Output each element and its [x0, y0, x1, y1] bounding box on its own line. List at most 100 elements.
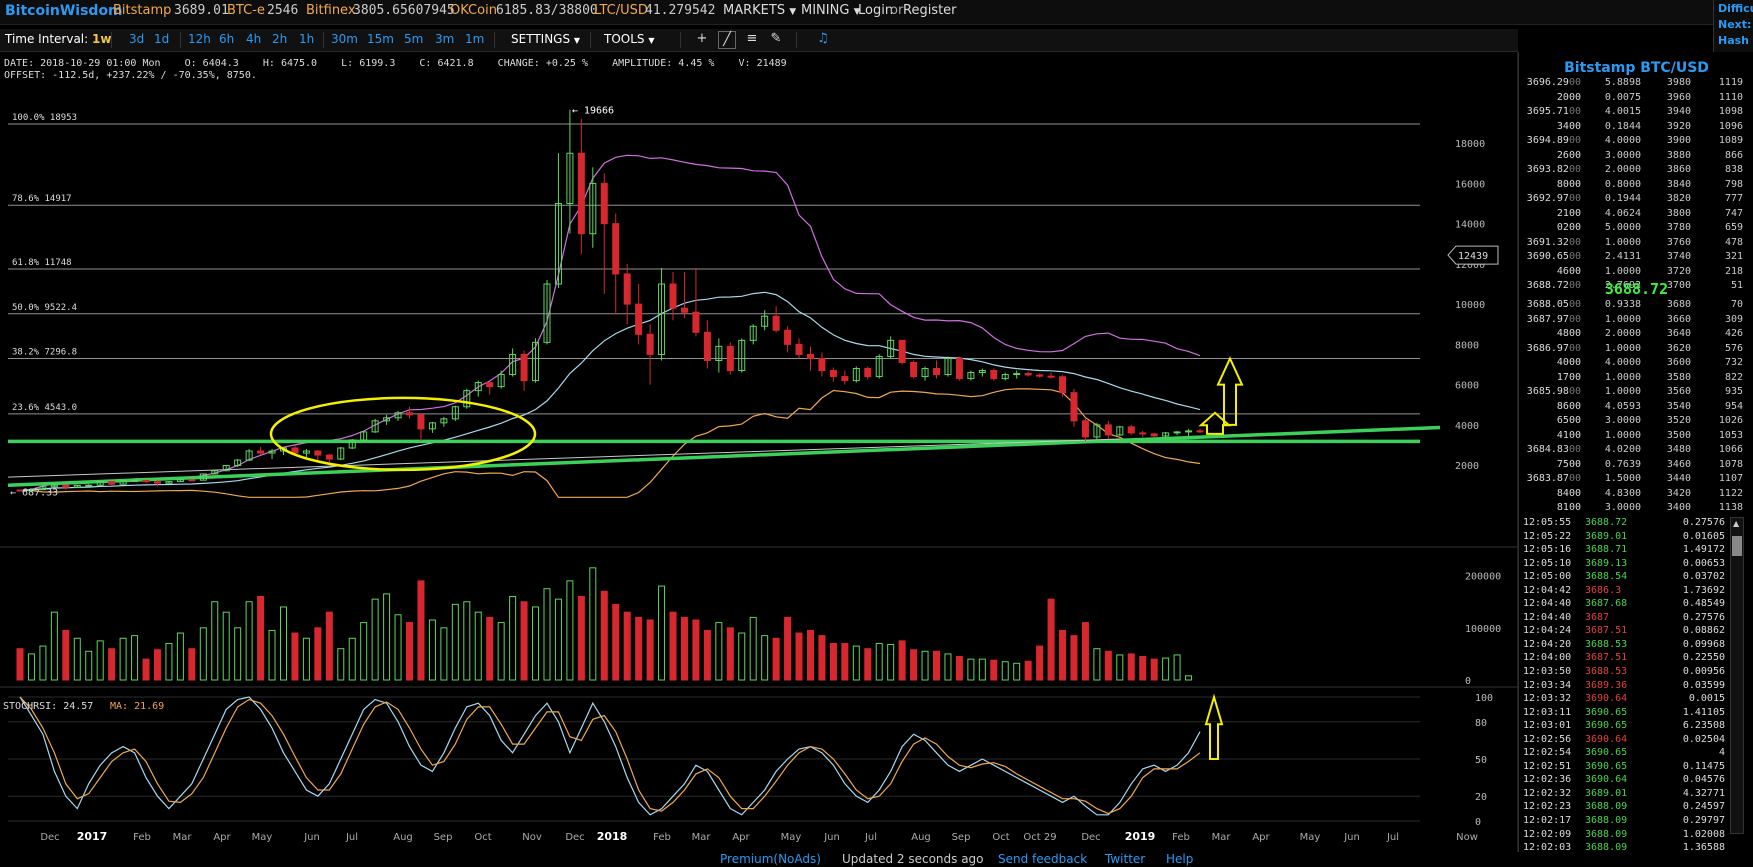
interval-1w[interactable]: 1w	[92, 32, 112, 46]
scroll-up-icon[interactable]: ▲	[1733, 519, 1740, 528]
candle-body	[910, 361, 918, 378]
trade-amount: 4.32771	[1682, 787, 1725, 799]
horizontal-lines-icon[interactable]: ≡	[746, 31, 758, 46]
bell-icon[interactable]: ♫	[817, 31, 829, 46]
depth-sum: 838	[1724, 164, 1743, 175]
ticker-exchange-bitfinex[interactable]: Bitfinex	[306, 3, 356, 18]
bollinger-lower	[19, 388, 1201, 498]
candle-body	[50, 484, 58, 488]
volume-bar	[554, 598, 562, 681]
depth-price: 3880	[1666, 149, 1691, 161]
volume-bar	[406, 622, 414, 681]
price-tick: 8000	[1455, 340, 1479, 351]
interval-3d[interactable]: 3d	[129, 32, 145, 46]
volume-bar	[165, 642, 173, 681]
ask-row: 3693.8200 2.0000 3860 838	[1523, 163, 1748, 178]
candle-body	[188, 479, 196, 482]
ticker-price-bitstamp: 3689.01	[174, 3, 229, 18]
depth-sum: 70	[1730, 299, 1743, 310]
depth-price: 3860	[1666, 164, 1691, 175]
interval-30m[interactable]: 30m	[331, 32, 358, 46]
ticker-exchange-okcoin[interactable]: OKCoin	[450, 3, 497, 18]
trade-amount: 0.00956	[1682, 666, 1725, 678]
trade-time: 12:04:40	[1523, 611, 1572, 623]
candle-body	[302, 450, 310, 454]
settings-menu[interactable]: SETTINGS ▼	[511, 32, 580, 46]
trade-amount: 0.03599	[1682, 679, 1725, 691]
trade-time: 12:02:36	[1523, 774, 1572, 786]
depth-price: 3740	[1666, 251, 1691, 262]
interval-4h[interactable]: 4h	[246, 32, 262, 46]
volume-bar	[955, 656, 963, 681]
ticker-exchange-ltcusd[interactable]: LTC/USD	[594, 3, 648, 18]
interval-2h[interactable]: 2h	[272, 32, 288, 46]
volume-tick: 100000	[1465, 624, 1501, 635]
interval-1m[interactable]: 1m	[465, 32, 485, 46]
x-axis-label: Jul	[1386, 832, 1399, 843]
pen-icon[interactable]: ✎	[770, 31, 782, 46]
ticker-exchange-bitstamp[interactable]: Bitstamp	[113, 3, 172, 18]
line-icon[interactable]: ╱	[718, 31, 736, 49]
candle-body	[451, 406, 459, 420]
volume-bar	[176, 632, 184, 681]
candle-body	[394, 412, 402, 419]
candle-info-line1: DATE: 2018-10-29 01:00 Mon O: 6404.3 H: …	[4, 58, 787, 69]
order-price: 4100	[1556, 429, 1581, 441]
candle-body	[887, 339, 895, 357]
help-link[interactable]: Help	[1166, 852, 1194, 866]
candle-body	[176, 479, 184, 483]
candle-body	[658, 283, 666, 355]
volume-bar	[1024, 660, 1032, 681]
interval-5m[interactable]: 5m	[404, 32, 424, 46]
interval-12h[interactable]: 12h	[188, 32, 211, 46]
interval-6h[interactable]: 6h	[219, 32, 235, 46]
stoch-up-arrow-annotation	[1204, 693, 1224, 760]
login-link[interactable]: Login	[858, 3, 894, 18]
register-link[interactable]: Register	[903, 3, 957, 18]
ticker-exchange-btce[interactable]: BTC-e	[227, 3, 265, 18]
feedback-link[interactable]: Send feedback	[998, 852, 1088, 866]
trade-row: 12:04:42 3686.3 1.73692	[1523, 584, 1733, 598]
tools-menu[interactable]: TOOLS ▼	[604, 32, 655, 46]
order-book-title[interactable]: Bitstamp BTC/USD	[1564, 60, 1709, 76]
order-amount: 4.8300	[1604, 487, 1641, 499]
high-label: ← 19666	[572, 106, 614, 117]
x-axis-label: Apr	[1252, 832, 1270, 843]
crosshair-icon[interactable]: +	[696, 31, 708, 46]
candle-body	[486, 382, 494, 388]
trade-price: 3689.13	[1585, 557, 1628, 569]
interval-1d[interactable]: 1d	[154, 32, 170, 46]
scroll-thumb[interactable]	[1732, 536, 1742, 556]
order-price: 3695.7100	[1526, 106, 1581, 117]
volume-bar	[1047, 598, 1055, 681]
brand-logo[interactable]: BitcoinWisdom	[5, 3, 123, 19]
order-amount: 1.0000	[1604, 265, 1641, 277]
trade-time: 12:05:22	[1523, 530, 1572, 542]
premium-link[interactable]: Premium(NoAds)	[720, 852, 821, 866]
markets-menu[interactable]: MARKETS ▼	[723, 3, 796, 18]
order-price: 3687.9700	[1526, 313, 1581, 325]
trade-row: 12:03:32 3690.64 0.0015	[1523, 692, 1733, 706]
volume-bar	[1162, 657, 1170, 681]
trade-row: 12:05:55 3688.72 0.27576	[1523, 516, 1733, 530]
depth-sum: 866	[1724, 149, 1743, 161]
order-price: 2600	[1556, 149, 1581, 161]
trade-amount: 0.22550	[1682, 652, 1725, 664]
interval-3m[interactable]: 3m	[435, 32, 455, 46]
twitter-link[interactable]: Twitter	[1105, 852, 1146, 866]
order-price: 3685.9800	[1526, 386, 1581, 397]
volume-bar	[600, 590, 608, 681]
trade-amount: 0.09968	[1682, 638, 1725, 650]
mining-menu[interactable]: MINING ▼	[801, 3, 860, 18]
volume-bar	[784, 616, 792, 681]
volume-bar	[222, 611, 230, 681]
trade-amount: 0.27576	[1682, 517, 1725, 528]
interval-15m[interactable]: 15m	[367, 32, 394, 46]
trade-row: 12:02:03 3688.09 1.36588	[1523, 841, 1733, 855]
order-amount: 0.1844	[1604, 120, 1641, 132]
trade-history-scrollbar[interactable]: ▲	[1730, 517, 1744, 834]
price-chart[interactable]: 100.0% 18953 78.6% 14917 61.8% 11748 50.0% …	[0, 52, 1518, 852]
order-amount: 4.0200	[1604, 444, 1641, 455]
volume-bar	[428, 619, 436, 681]
interval-1h[interactable]: 1h	[299, 32, 315, 46]
